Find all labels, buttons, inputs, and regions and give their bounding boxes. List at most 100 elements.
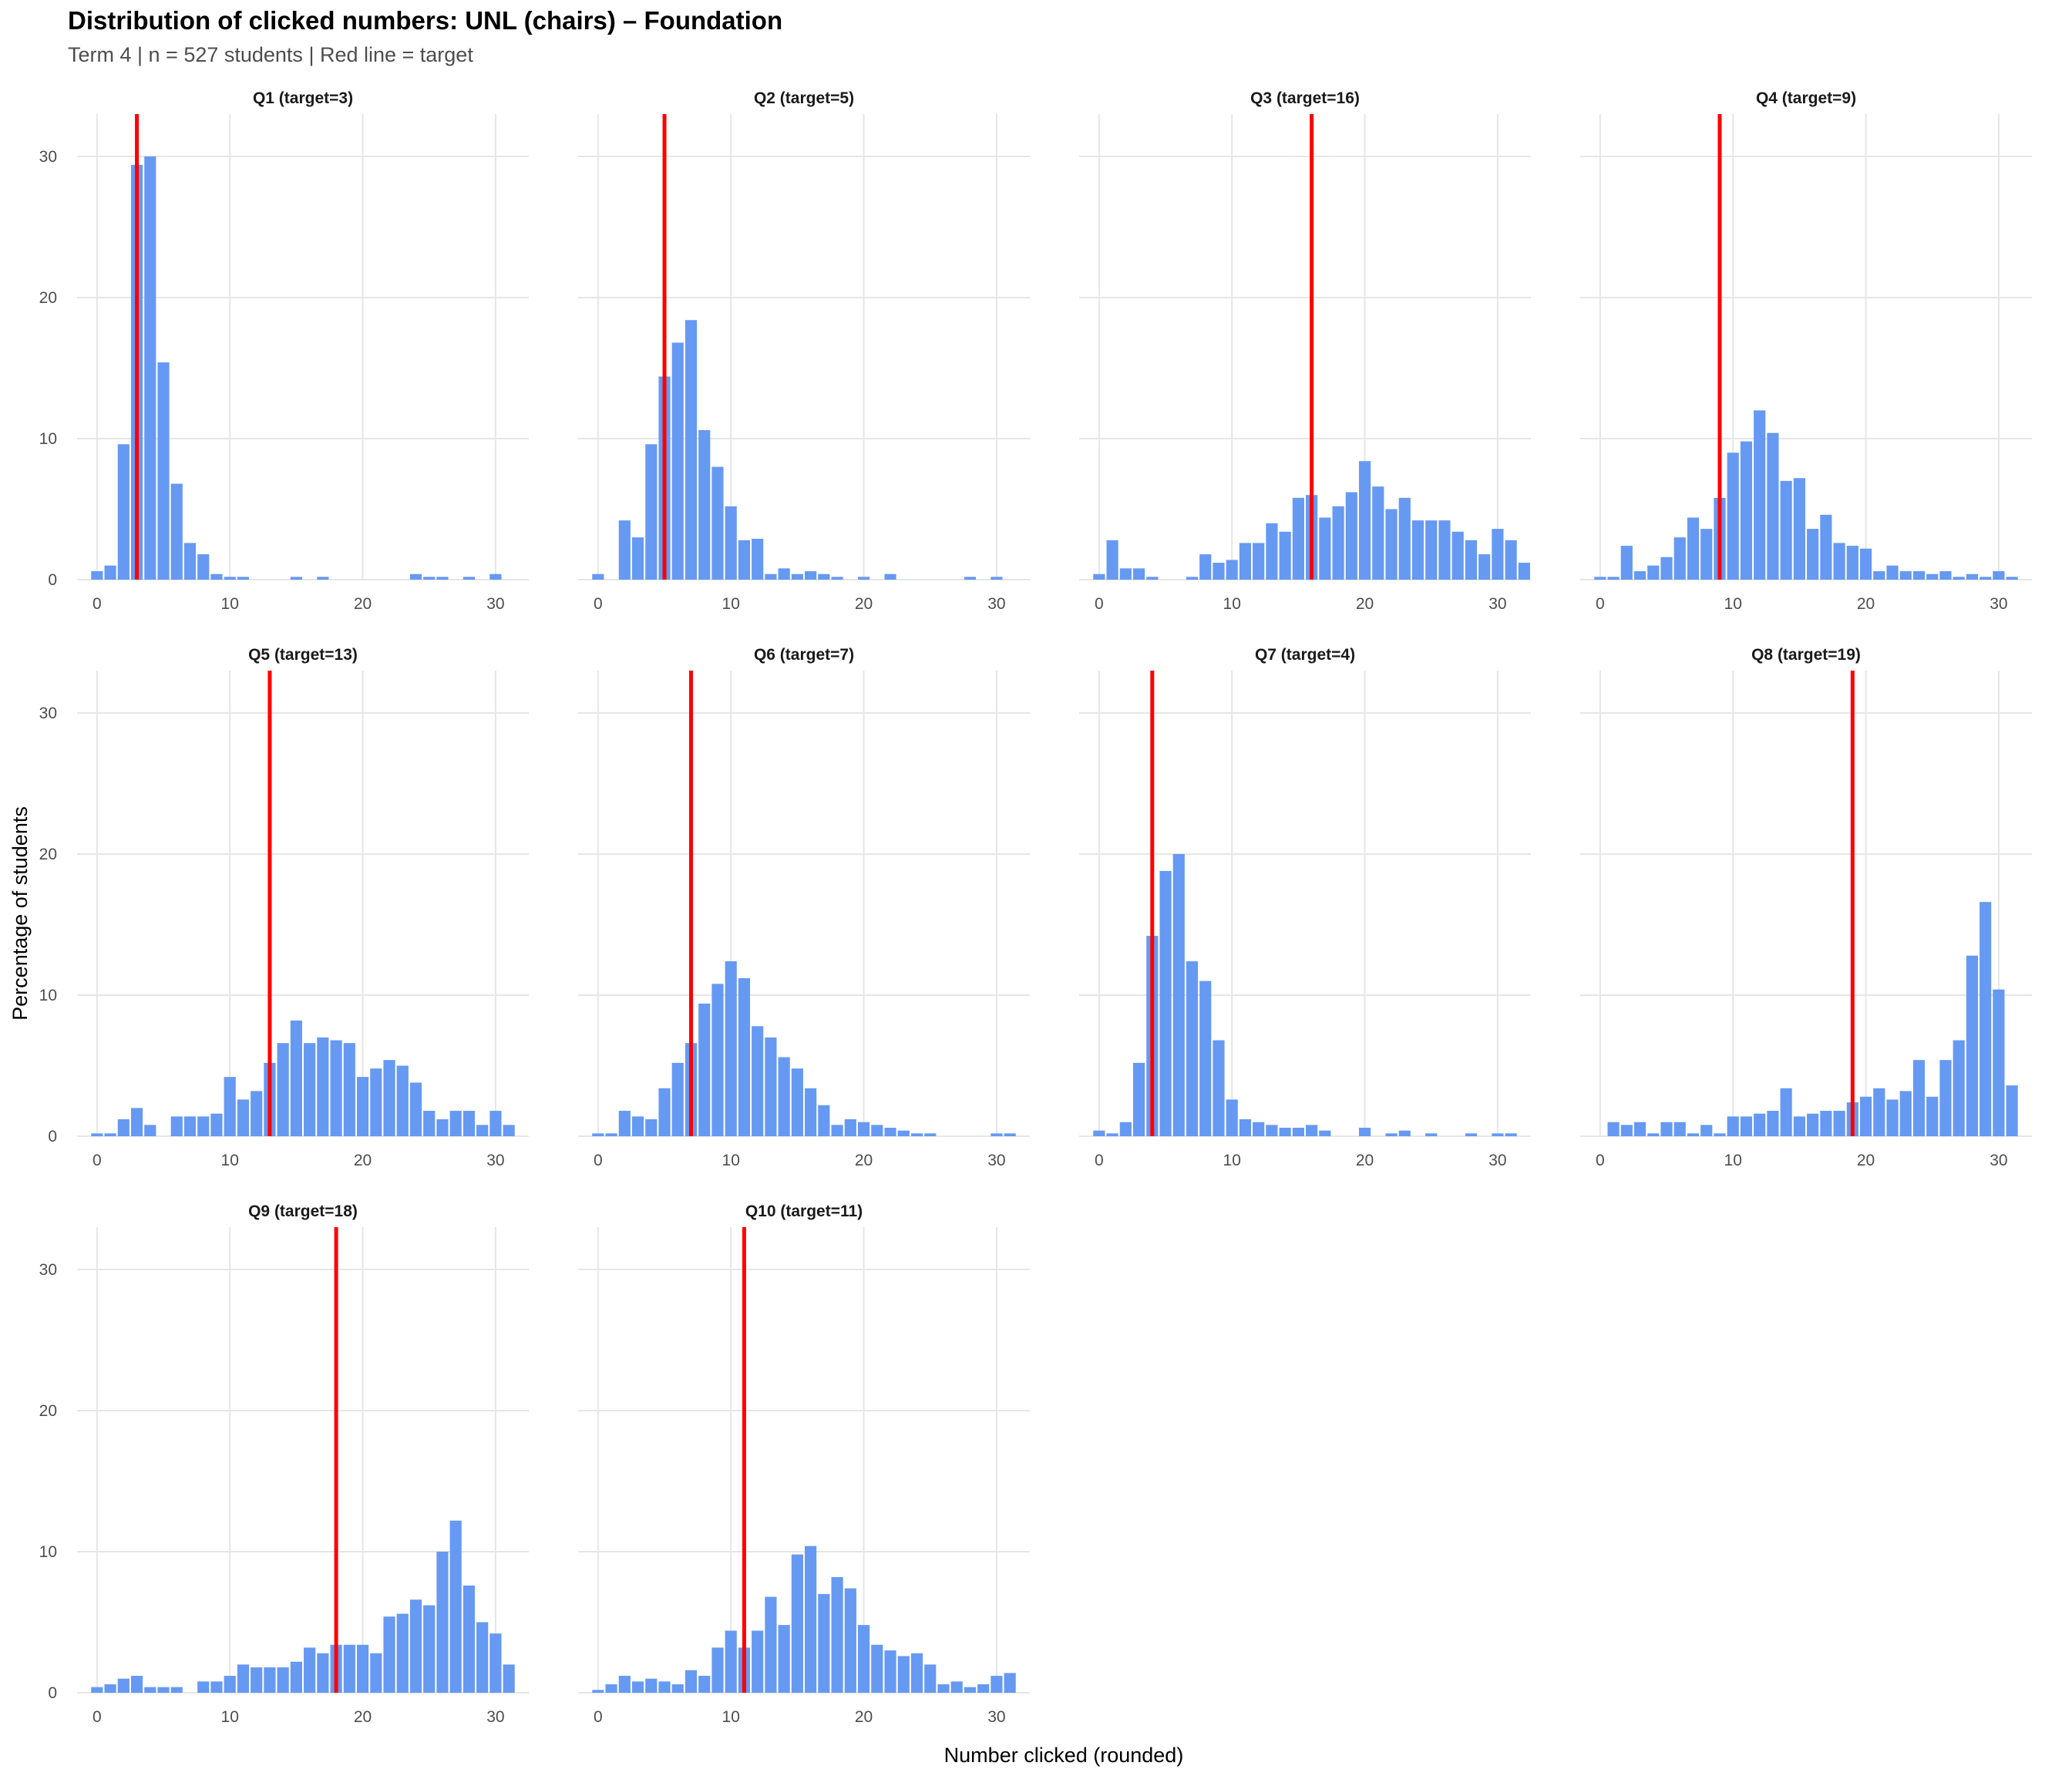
histogram-bar — [1767, 432, 1779, 580]
x-tick-label: 30 — [486, 1708, 504, 1726]
histogram-bar — [224, 1676, 236, 1693]
histogram-bar — [1505, 540, 1517, 580]
histogram-bar — [130, 1676, 143, 1693]
histogram-bar — [1633, 571, 1646, 580]
histogram-bar — [765, 574, 777, 580]
histogram-bar — [1780, 1088, 1792, 1136]
histogram-bar — [871, 1644, 883, 1693]
histogram-bar — [1159, 870, 1172, 1136]
histogram-bar — [1886, 1099, 1899, 1136]
histogram-bar — [1926, 574, 1939, 580]
facet-strip-label: Q9 (target=18) — [248, 1202, 358, 1220]
histogram-bar — [489, 1633, 502, 1693]
x-tick-label: 10 — [1223, 595, 1241, 613]
x-tick-label: 0 — [92, 1152, 102, 1169]
histogram-bar — [857, 1625, 870, 1693]
histogram-bar — [805, 571, 817, 580]
histogram-bar — [1292, 497, 1304, 580]
histogram-bar — [277, 1667, 289, 1693]
histogram-bar — [684, 1670, 698, 1693]
y-tick-label: 30 — [39, 148, 57, 166]
histogram-bar — [170, 1116, 183, 1136]
histogram-bar — [210, 1681, 223, 1693]
histogram-bar — [1660, 1122, 1673, 1136]
y-tick-label: 0 — [48, 1128, 57, 1145]
facet-panel: Q9 (target=18) 0 10 20 30 0 10 20 30 — [39, 1202, 529, 1726]
histogram-bar — [1607, 577, 1620, 580]
histogram-bar — [1673, 537, 1686, 580]
histogram-bar — [104, 565, 116, 580]
histogram-bar — [1292, 1128, 1304, 1136]
y-tick-label: 0 — [48, 1684, 57, 1702]
histogram-bar — [884, 1128, 896, 1136]
histogram-bar — [1345, 492, 1357, 580]
histogram-bar — [1966, 955, 1979, 1136]
facet-panel: Q4 (target=9) 0 10 20 30 — [1580, 89, 2032, 613]
histogram-bar — [290, 577, 302, 580]
histogram-bar — [343, 1043, 355, 1136]
histogram-bar — [1146, 577, 1159, 580]
histogram-bar — [197, 554, 210, 580]
histogram-bar — [871, 1125, 883, 1136]
y-tick-label: 10 — [39, 987, 57, 1004]
x-tick-label: 10 — [1223, 1152, 1241, 1169]
histogram-bar — [645, 1678, 658, 1693]
histogram-bar — [1939, 1060, 1952, 1136]
histogram-bar — [1633, 1122, 1646, 1136]
histogram-bar — [1372, 486, 1384, 580]
histogram-bar — [197, 1116, 210, 1136]
histogram-bar — [476, 1125, 489, 1136]
histogram-bar — [818, 1105, 830, 1136]
facet-panel: Q1 (target=3) 0 10 20 30 0 10 20 30 — [39, 89, 529, 613]
histogram-bar — [1172, 853, 1185, 1136]
histogram-bar — [991, 1133, 1003, 1136]
histogram-bar — [592, 1133, 604, 1136]
histogram-bar — [356, 1077, 369, 1136]
histogram-bar — [631, 1681, 644, 1693]
histogram-bar — [1385, 509, 1398, 580]
histogram-bar — [831, 1125, 843, 1136]
histogram-bar — [104, 1133, 116, 1136]
x-tick-label: 20 — [855, 595, 873, 613]
histogram-bar — [1266, 1125, 1278, 1136]
histogram-bar — [489, 574, 502, 580]
histogram-bar — [1266, 523, 1278, 580]
histogram-bar — [592, 1690, 604, 1693]
histogram-bar — [1253, 1122, 1265, 1136]
histogram-bar — [436, 577, 449, 580]
histogram-bar — [251, 1091, 263, 1136]
histogram-bar — [831, 1576, 843, 1693]
histogram-bar — [1754, 1113, 1766, 1136]
histogram-bar — [605, 1684, 617, 1693]
histogram-bar — [765, 1037, 777, 1136]
x-tick-label: 10 — [1724, 1152, 1742, 1169]
x-tick-label: 0 — [92, 1708, 102, 1726]
histogram-bar — [1132, 568, 1145, 580]
chart-subtitle: Term 4 | n = 527 students | Red line = t… — [68, 43, 473, 66]
x-tick-label: 30 — [1990, 595, 2007, 613]
histogram-bar — [1993, 571, 2005, 580]
histogram-bar — [317, 1037, 329, 1136]
histogram-bar — [910, 1133, 923, 1136]
histogram-bar — [658, 1088, 671, 1136]
histogram-bar — [618, 1111, 631, 1136]
histogram-bar — [924, 1664, 937, 1693]
histogram-bar — [290, 1020, 302, 1136]
histogram-bar — [778, 1057, 790, 1136]
histogram-bar — [1912, 571, 1926, 580]
histogram-bar — [1332, 506, 1344, 580]
histogram-bar — [1820, 514, 1832, 580]
histogram-bar — [1505, 1133, 1517, 1136]
histogram-bar — [91, 1133, 103, 1136]
histogram-bar — [462, 1111, 476, 1136]
histogram-bar — [157, 362, 170, 580]
histogram-bar — [449, 1111, 462, 1136]
x-tick-label: 30 — [486, 1152, 504, 1169]
histogram-bar — [1700, 1125, 1713, 1136]
histogram-bar — [104, 1684, 116, 1693]
histogram-bar — [1398, 497, 1411, 580]
x-tick-label: 30 — [987, 1152, 1005, 1169]
x-tick-label: 30 — [987, 595, 1005, 613]
histogram-bar — [1886, 565, 1899, 580]
histogram-bar — [409, 574, 422, 580]
